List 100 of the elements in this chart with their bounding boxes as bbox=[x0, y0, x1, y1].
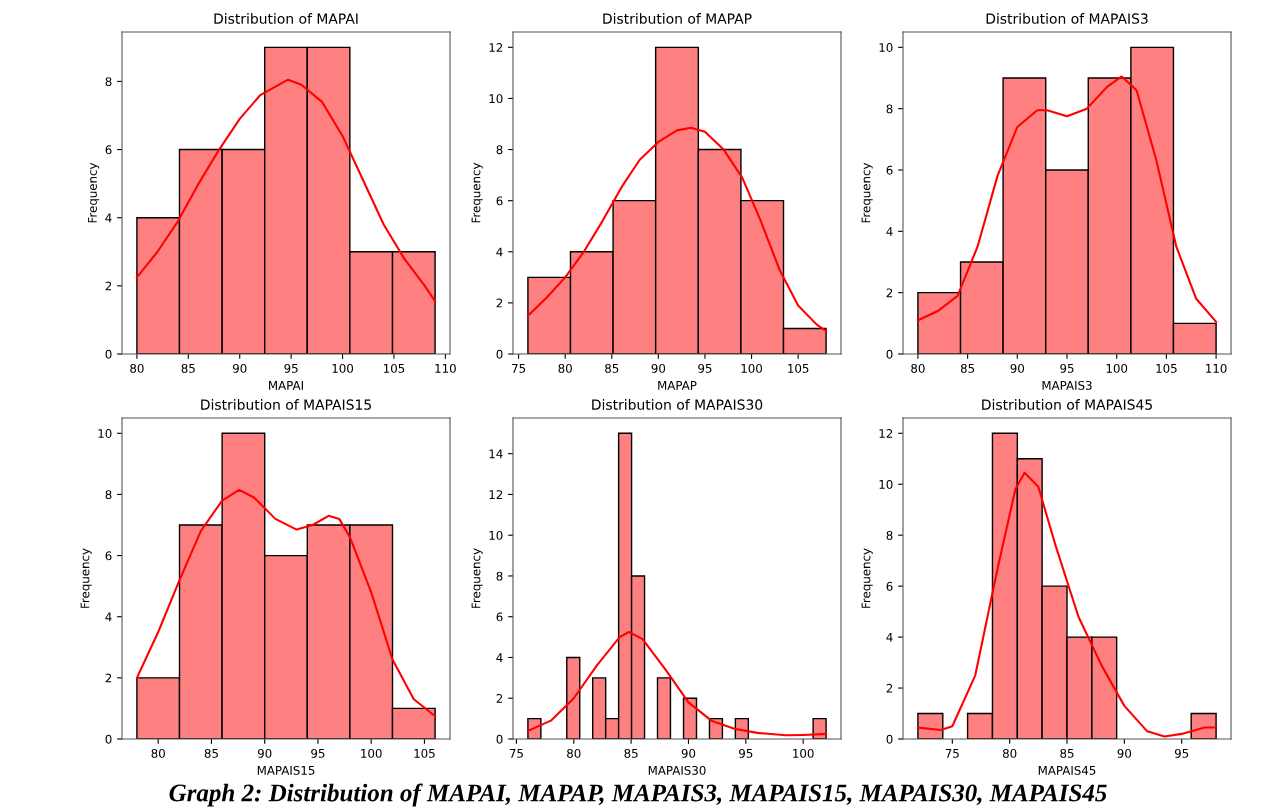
x-tick-label: 105 bbox=[414, 748, 435, 758]
x-tick-label: 75 bbox=[512, 364, 526, 373]
y-tick-label: 12 bbox=[879, 429, 893, 438]
chart-title: Distribution of MAPAIS3 bbox=[986, 13, 1148, 24]
x-tick-label: 85 bbox=[605, 363, 619, 373]
x-tick-label: 85 bbox=[204, 748, 218, 758]
chart-title: Distribution of MAPAIS45 bbox=[982, 399, 1152, 410]
line-series bbox=[916, 471, 1218, 738]
x-tick-label: 85 bbox=[624, 748, 638, 758]
chart-title: Distribution of MAPAIS15 bbox=[201, 399, 371, 410]
x-tick-label: 85 bbox=[1060, 748, 1074, 758]
y-tick-label: 8 bbox=[496, 145, 503, 155]
x-tick-label: 90 bbox=[1010, 363, 1025, 373]
x-tick-label: 105 bbox=[788, 363, 809, 373]
y-tick-label: 2 bbox=[105, 281, 112, 291]
line-series bbox=[135, 78, 437, 303]
y-axis-title: Frequency bbox=[861, 162, 873, 223]
y-tick-label: 8 bbox=[496, 571, 503, 581]
y-tick-label: 4 bbox=[105, 213, 112, 223]
x-tick-label: 80 bbox=[151, 748, 165, 758]
y-tick-label: 10 bbox=[489, 94, 503, 104]
x-tick-label: 90 bbox=[232, 363, 247, 373]
x-tick-label: 80 bbox=[911, 363, 925, 373]
y-tick-label: 0 bbox=[886, 734, 893, 744]
x-tick-label: 100 bbox=[1106, 363, 1128, 373]
x-tick-label: 90 bbox=[681, 748, 696, 758]
y-tick-label: 6 bbox=[496, 196, 503, 206]
y-tick-label: 0 bbox=[496, 734, 503, 744]
y-tick-label: 0 bbox=[105, 734, 112, 744]
y-tick-label: 0 bbox=[886, 349, 893, 359]
x-tick-label: 100 bbox=[741, 363, 763, 373]
x-tick-label: 75 bbox=[509, 749, 523, 758]
x-tick-label: 95 bbox=[1060, 363, 1074, 373]
y-tick-label: 0 bbox=[105, 349, 112, 359]
x-axis-title: MAPAI bbox=[269, 381, 303, 390]
y-tick-label: 4 bbox=[886, 632, 893, 642]
line-series bbox=[526, 126, 828, 333]
y-tick-label: 10 bbox=[879, 479, 893, 489]
x-tick-label: 80 bbox=[130, 363, 144, 373]
y-tick-label: 2 bbox=[496, 693, 503, 703]
y-tick-label: 2 bbox=[886, 288, 893, 298]
x-tick-label: 110 bbox=[435, 363, 456, 373]
line-series bbox=[916, 75, 1218, 323]
y-tick-label: 8 bbox=[886, 530, 893, 540]
y-tick-label: 10 bbox=[879, 43, 893, 52]
x-tick-label: 85 bbox=[960, 363, 975, 373]
x-tick-label: 80 bbox=[1002, 748, 1017, 758]
y-tick-label: 12 bbox=[489, 43, 503, 52]
x-axis-title: MAPAIS15 bbox=[257, 765, 315, 775]
y-tick-label: 2 bbox=[886, 683, 893, 693]
y-tick-label: 2 bbox=[105, 673, 112, 683]
chart-title: Distribution of MAPAP bbox=[603, 13, 752, 24]
x-tick-label: 90 bbox=[651, 363, 666, 373]
y-tick-label: 14 bbox=[489, 449, 503, 459]
y-axis-title: Frequency bbox=[471, 548, 483, 608]
y-tick-label: 6 bbox=[886, 581, 893, 591]
line-series bbox=[526, 630, 828, 737]
y-tick-label: 6 bbox=[105, 551, 112, 561]
x-tick-label: 100 bbox=[793, 748, 814, 758]
x-tick-label: 105 bbox=[383, 363, 405, 373]
x-tick-label: 95 bbox=[698, 363, 712, 373]
x-tick-label: 100 bbox=[361, 748, 382, 758]
line-series bbox=[135, 488, 437, 718]
y-tick-label: 10 bbox=[489, 530, 503, 540]
x-axis-title: MAPAIS3 bbox=[1042, 380, 1092, 390]
x-tick-label: 90 bbox=[1117, 748, 1132, 758]
y-tick-label: 4 bbox=[105, 612, 112, 622]
x-tick-label: 105 bbox=[1156, 363, 1177, 373]
y-axis-title: Frequency bbox=[80, 548, 92, 608]
chart-title: Distribution of MAPAIS30 bbox=[592, 399, 763, 410]
y-axis-title: Frequency bbox=[861, 548, 873, 608]
caption: Graph 2: Distribution of MAPAI, MAPAP, MAPAIS3, MAPAIS15, MAPAIS30, MAPAIS45 bbox=[169, 783, 1107, 807]
y-tick-label: 2 bbox=[496, 298, 503, 308]
y-tick-label: 4 bbox=[886, 227, 893, 236]
x-axis-title: MAPAIS45 bbox=[1038, 765, 1096, 775]
y-tick-label: 8 bbox=[105, 77, 112, 87]
x-tick-label: 95 bbox=[284, 363, 298, 373]
y-tick-label: 4 bbox=[496, 653, 503, 662]
y-tick-label: 12 bbox=[489, 490, 503, 499]
x-tick-label: 95 bbox=[739, 748, 753, 758]
y-axis-title: Frequency bbox=[88, 162, 100, 223]
x-tick-label: 95 bbox=[1174, 748, 1189, 758]
x-axis-title: MAPAIS30 bbox=[648, 765, 706, 775]
x-tick-label: 80 bbox=[558, 363, 572, 373]
x-tick-label: 110 bbox=[1206, 363, 1227, 373]
y-tick-label: 6 bbox=[496, 612, 503, 622]
x-axis-title: MAPAP bbox=[658, 381, 697, 390]
y-tick-label: 6 bbox=[886, 165, 893, 175]
y-axis-title: Frequency bbox=[471, 162, 483, 223]
y-tick-label: 10 bbox=[98, 429, 112, 438]
y-tick-label: 0 bbox=[496, 349, 503, 359]
chart-title: Distribution of MAPAI bbox=[214, 13, 358, 24]
y-tick-label: 6 bbox=[105, 145, 112, 155]
x-tick-label: 90 bbox=[257, 748, 272, 758]
x-tick-label: 80 bbox=[567, 748, 581, 758]
x-tick-label: 75 bbox=[945, 749, 959, 758]
x-tick-label: 85 bbox=[181, 363, 195, 373]
y-tick-label: 4 bbox=[496, 247, 503, 257]
x-tick-label: 95 bbox=[311, 748, 325, 758]
y-tick-label: 8 bbox=[886, 104, 893, 114]
